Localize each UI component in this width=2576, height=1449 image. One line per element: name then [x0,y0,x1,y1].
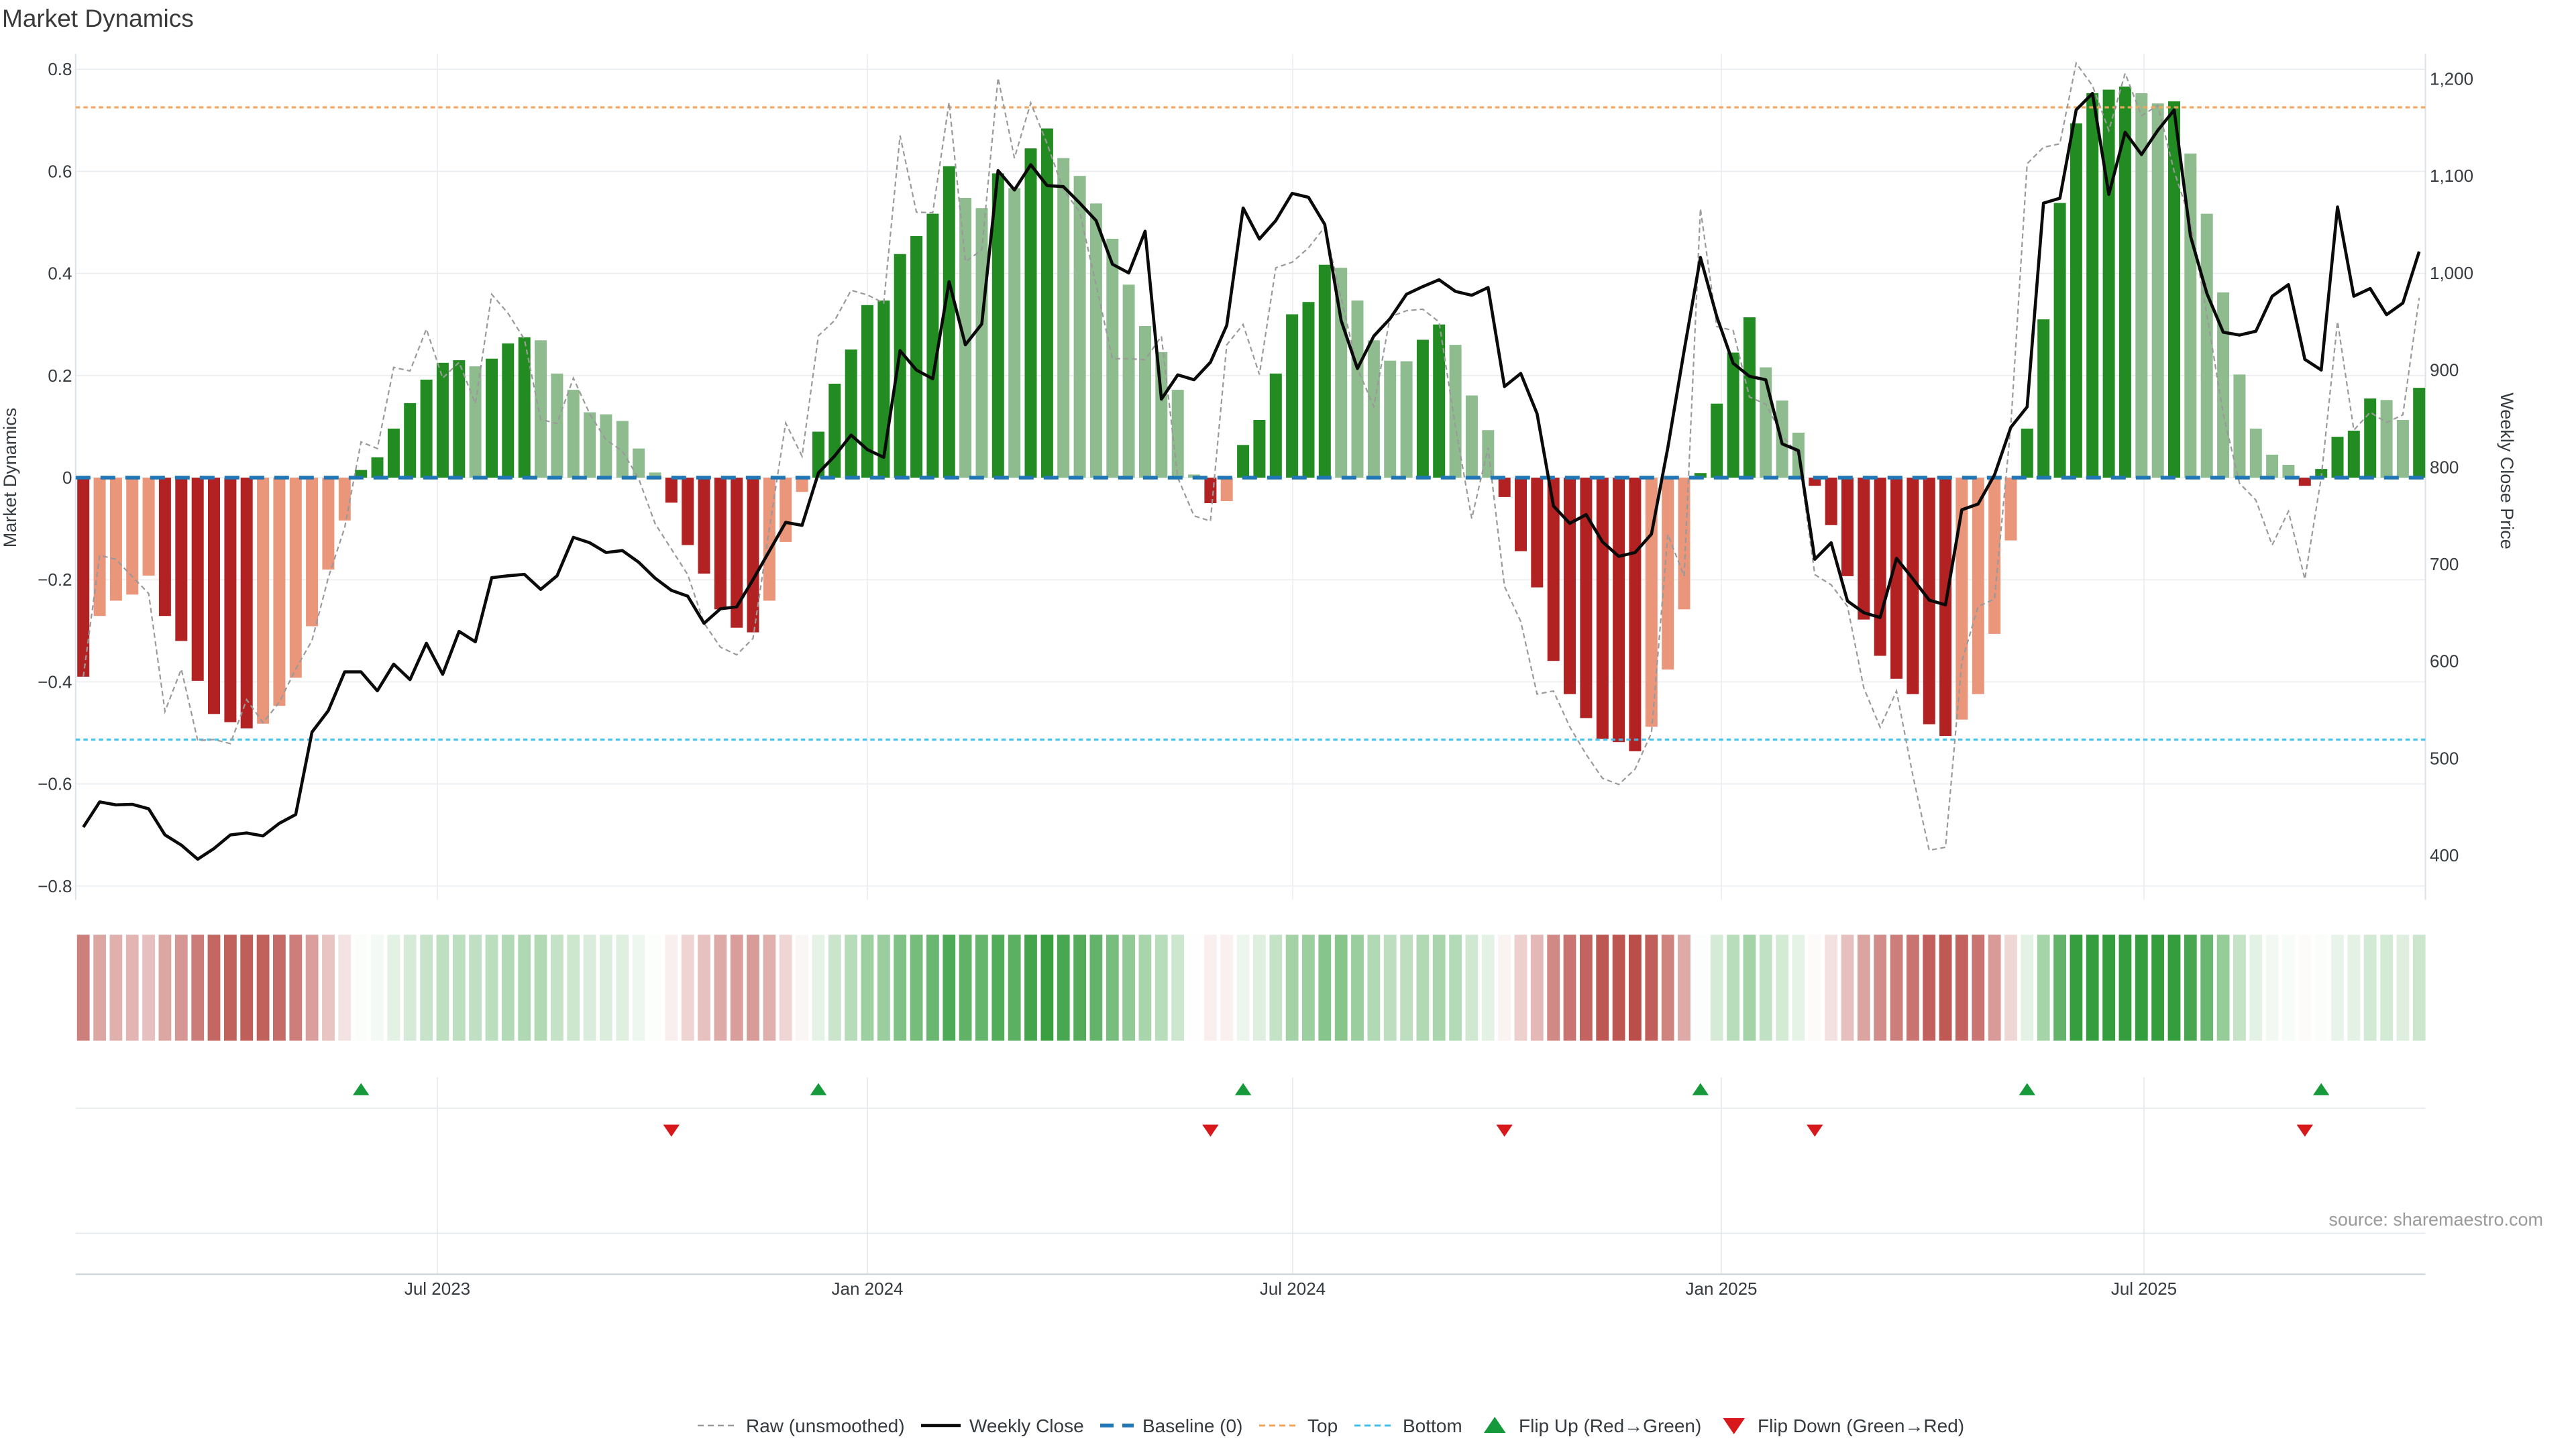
svg-text:0.4: 0.4 [48,264,72,284]
svg-text:Jul 2025: Jul 2025 [2111,1279,2177,1299]
svg-text:Jan 2025: Jan 2025 [1686,1279,1758,1299]
svg-text:0: 0 [62,468,72,488]
svg-text:Market Dynamics: Market Dynamics [0,408,20,548]
svg-text:500: 500 [2430,748,2459,768]
svg-text:Jul 2023: Jul 2023 [405,1279,470,1299]
svg-text:0.8: 0.8 [48,59,72,79]
svg-text:−0.8: −0.8 [38,876,72,896]
svg-text:−0.2: −0.2 [38,570,72,590]
svg-text:Jul 2024: Jul 2024 [1260,1279,1326,1299]
svg-text:Flip Down (Green→Red): Flip Down (Green→Red) [1758,1415,1964,1436]
svg-text:900: 900 [2430,360,2459,380]
svg-text:source: sharemaestro.com: source: sharemaestro.com [2328,1210,2543,1230]
svg-text:0.2: 0.2 [48,366,72,386]
svg-text:−0.4: −0.4 [38,672,72,692]
svg-text:1,100: 1,100 [2430,166,2473,186]
svg-text:400: 400 [2430,845,2459,865]
svg-text:1,000: 1,000 [2430,263,2473,283]
svg-text:Raw (unsmoothed): Raw (unsmoothed) [746,1415,905,1436]
svg-text:Top: Top [1307,1415,1338,1436]
svg-text:600: 600 [2430,651,2459,672]
svg-text:Bottom: Bottom [1403,1415,1462,1436]
svg-text:800: 800 [2430,457,2459,477]
svg-text:Weekly Close Price: Weekly Close Price [2497,392,2517,549]
svg-text:Flip Up (Red→Green): Flip Up (Red→Green) [1519,1415,1701,1436]
svg-text:−0.6: −0.6 [38,774,72,794]
svg-text:Baseline (0): Baseline (0) [1142,1415,1242,1436]
svg-text:Weekly Close: Weekly Close [969,1415,1084,1436]
svg-text:700: 700 [2430,554,2459,574]
svg-text:0.6: 0.6 [48,161,72,181]
svg-text:1,200: 1,200 [2430,69,2473,89]
svg-text:Market Dynamics: Market Dynamics [2,5,194,32]
svg-text:Jan 2024: Jan 2024 [832,1279,904,1299]
